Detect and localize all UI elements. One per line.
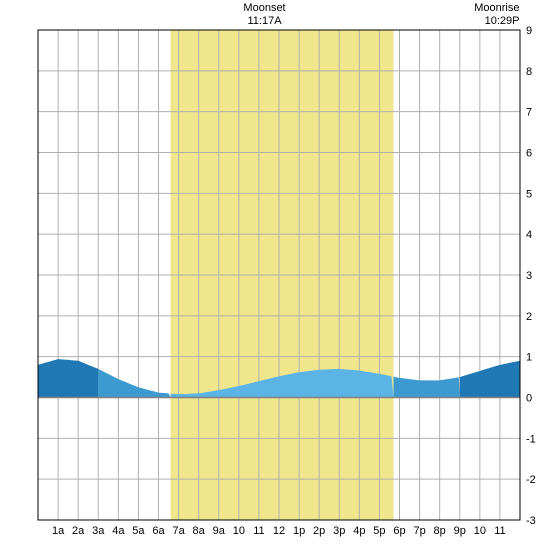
x-tick-label: 10 (474, 525, 486, 537)
x-tick-label: 4p (353, 525, 365, 537)
y-tick-label: 7 (526, 107, 532, 119)
x-tick-label: 4a (112, 525, 125, 537)
x-tick-label: 6a (152, 525, 165, 537)
moonset-time: 11:17A (225, 15, 305, 28)
moonset-title: Moonset (225, 2, 305, 15)
y-tick-label: 0 (526, 393, 532, 405)
chart-svg: -3-2-101234567891a2a3a4a5a6a7a8a9a101112… (0, 0, 550, 550)
x-tick-label: 10 (233, 525, 245, 537)
x-tick-label: 7a (172, 525, 185, 537)
y-tick-label: 2 (526, 311, 532, 323)
x-tick-label: 6p (393, 525, 405, 537)
x-tick-label: 11 (253, 525, 264, 537)
x-tick-label: 9a (213, 525, 226, 537)
x-tick-label: 7p (413, 525, 425, 537)
x-tick-label: 8a (193, 525, 206, 537)
moonrise-label: Moonrise 10:29P (429, 2, 519, 28)
x-tick-label: 1p (293, 525, 305, 537)
x-tick-label: 11 (494, 525, 505, 537)
top-labels: Moonset 11:17A Moonrise 10:29P (0, 2, 550, 30)
x-tick-label: 2p (313, 525, 325, 537)
y-tick-label: -2 (526, 474, 536, 486)
y-tick-label: 5 (526, 188, 532, 200)
x-tick-label: 1a (52, 525, 65, 537)
x-tick-label: 3p (333, 525, 345, 537)
x-tick-label: 2a (72, 525, 85, 537)
y-tick-label: 6 (526, 148, 532, 160)
y-tick-label: -3 (526, 515, 536, 527)
x-tick-label: 3a (92, 525, 105, 537)
x-tick-label: 8p (434, 525, 446, 537)
x-tick-label: 5a (132, 525, 145, 537)
y-tick-label: 8 (526, 66, 532, 78)
y-tick-label: -1 (526, 433, 536, 445)
y-tick-label: 1 (526, 352, 532, 364)
moonset-label: Moonset 11:17A (225, 2, 305, 28)
tide-chart: Moonset 11:17A Moonrise 10:29P -3-2-1012… (0, 0, 550, 550)
x-tick-label: 5p (373, 525, 385, 537)
moonrise-title: Moonrise (429, 2, 519, 15)
x-tick-label: 12 (273, 525, 285, 537)
y-tick-label: 3 (526, 270, 532, 282)
moonrise-time: 10:29P (429, 15, 519, 28)
y-tick-label: 4 (526, 229, 532, 241)
x-tick-label: 9p (454, 525, 466, 537)
